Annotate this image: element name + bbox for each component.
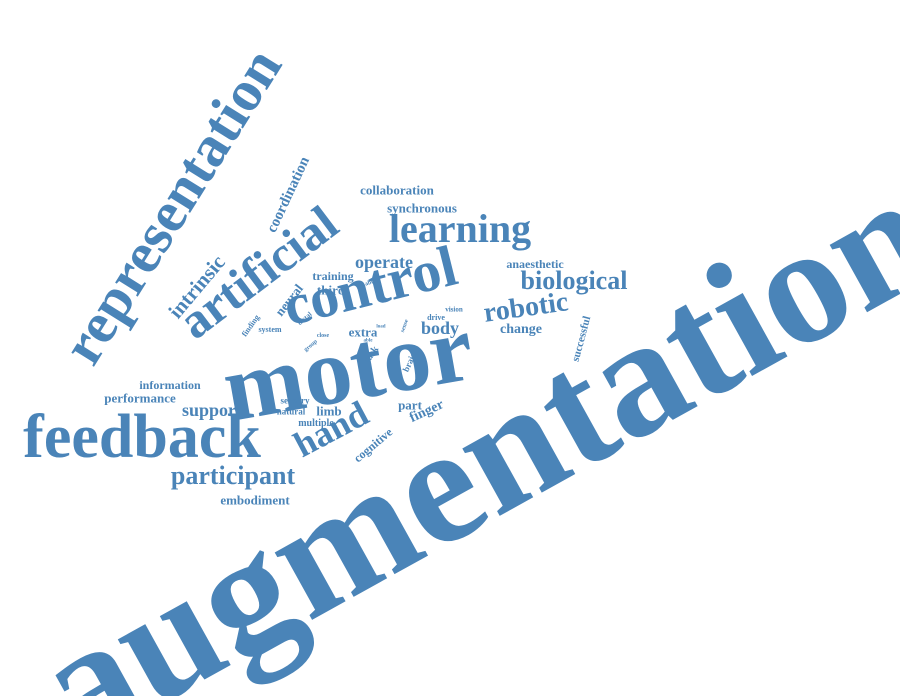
word-multiple: multiple (298, 418, 334, 429)
word-embodiment: embodiment (220, 492, 290, 508)
word-performance: performance (104, 390, 176, 406)
word-support: support (181, 400, 243, 420)
word-learning: learning (388, 206, 532, 251)
word-training: training (312, 269, 354, 283)
word-limb: limb (316, 403, 342, 419)
word-body: body (420, 318, 460, 338)
word-extra: extra (348, 324, 378, 340)
word-feedback: feedback (23, 403, 261, 471)
word-part: part (398, 397, 422, 413)
word-vision: vision (445, 305, 463, 314)
word-system: system (258, 325, 282, 334)
word-load: load (376, 324, 386, 330)
word-sensory: sensory (280, 395, 310, 406)
word-collaboration: collaboration (360, 182, 434, 198)
word-change: change (500, 322, 542, 337)
word-close: close (316, 333, 330, 339)
word-operate: operate (355, 252, 413, 272)
word-natural: natural (276, 406, 306, 417)
word-synchronous: synchronous (387, 200, 457, 216)
word-third: third (316, 282, 346, 298)
word-anaesthetic: anaesthetic (506, 257, 564, 271)
word-information: information (139, 378, 201, 392)
word-participant: participant (170, 461, 296, 490)
word-drive: drive (427, 313, 445, 322)
word-worn: worn (335, 374, 349, 380)
word-biological: biological (520, 266, 628, 295)
word-able: able (363, 338, 373, 344)
